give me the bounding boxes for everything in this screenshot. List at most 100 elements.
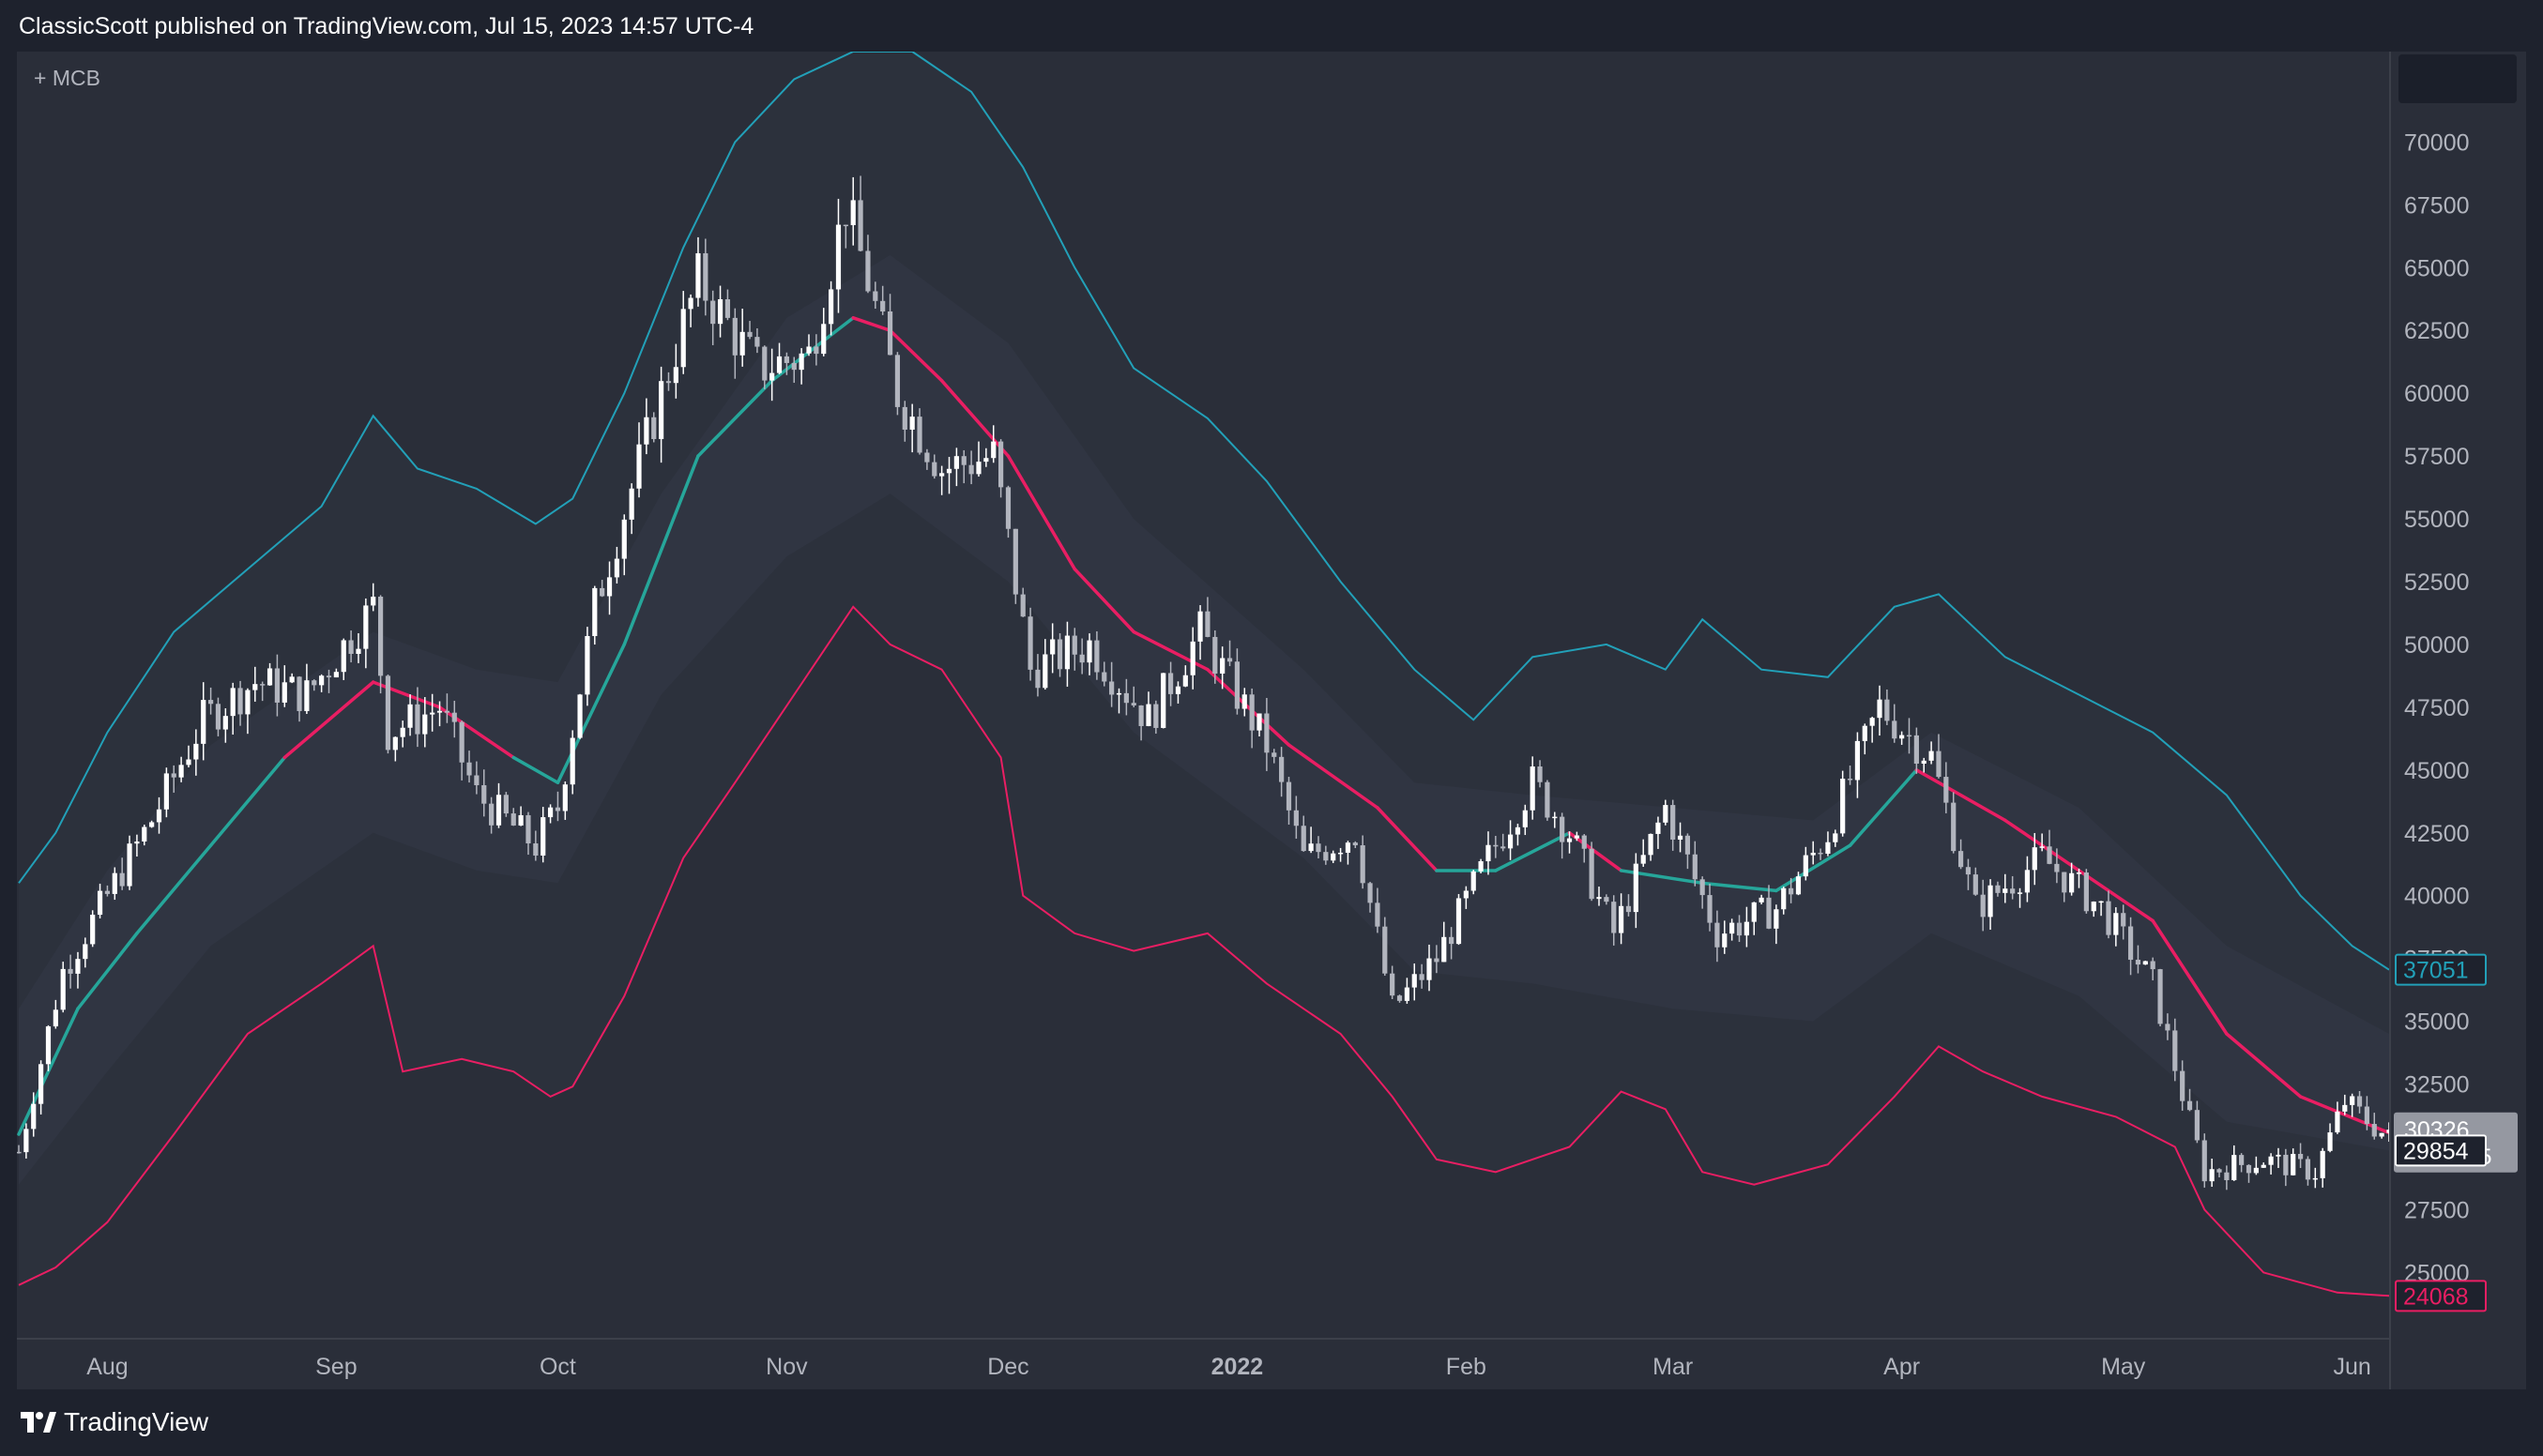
candle-body xyxy=(1404,987,1410,1001)
candle-body xyxy=(282,682,287,703)
candle-body xyxy=(850,200,856,225)
candle-body xyxy=(1840,779,1846,834)
candle-body xyxy=(1264,713,1270,753)
candle-body xyxy=(1249,694,1255,731)
candle-body xyxy=(1596,897,1602,900)
moving-average-segment xyxy=(76,932,139,1010)
candle-body xyxy=(2268,1156,2274,1165)
moving-average-segment xyxy=(622,454,700,646)
candle-body xyxy=(577,694,583,738)
tradingview-brand[interactable]: TradingView xyxy=(19,1407,208,1437)
candle-body xyxy=(312,680,317,686)
candle-body xyxy=(806,346,812,354)
candle-body xyxy=(252,684,258,690)
candle-body xyxy=(961,456,967,465)
candle-body xyxy=(222,716,228,730)
candle-body xyxy=(1463,890,1469,899)
candle-body xyxy=(983,458,989,463)
candle-body xyxy=(1530,766,1535,811)
indicator-label-mcb[interactable]: + MCB xyxy=(34,66,100,90)
x-tick-label: Sep xyxy=(315,1354,357,1380)
candle-body xyxy=(481,784,487,804)
candle-body xyxy=(2024,870,2031,893)
candle-body xyxy=(1449,936,1454,945)
candle-body xyxy=(2054,863,2060,872)
y-tick-label: 42500 xyxy=(2404,821,2470,847)
candle-body xyxy=(1020,594,1026,617)
candle-body xyxy=(23,1129,29,1153)
candle-body xyxy=(392,736,398,751)
price-badge-value: 24068 xyxy=(2403,1283,2469,1310)
candle-body xyxy=(2157,969,2163,1024)
candle-body xyxy=(1434,958,1439,963)
candle-body xyxy=(1153,704,1159,728)
candle-body xyxy=(2047,846,2052,864)
plot-layer xyxy=(17,52,2389,1297)
moving-average-segment xyxy=(1700,881,1778,893)
candle-body xyxy=(1648,833,1653,856)
candle-body xyxy=(547,807,554,818)
candle-body xyxy=(171,773,176,778)
candle-body xyxy=(1722,933,1728,948)
candle-body xyxy=(112,872,117,894)
candle-body xyxy=(894,355,901,407)
candle-body xyxy=(97,890,103,916)
candle-body xyxy=(1234,661,1241,709)
upper-band-line xyxy=(18,52,2389,971)
candle-body xyxy=(2364,1106,2369,1125)
candle-body xyxy=(2320,1150,2325,1178)
candle-body xyxy=(260,684,266,686)
candle-body xyxy=(1581,835,1587,849)
candle-body xyxy=(1604,897,1609,902)
candle-body xyxy=(695,252,701,298)
y-tick-label: 47500 xyxy=(2404,695,2470,721)
candle-body xyxy=(1286,781,1292,811)
candle-body xyxy=(1943,777,1949,803)
candle-body xyxy=(1396,995,1403,1001)
candle-body xyxy=(1352,842,1358,846)
candle-body xyxy=(436,710,443,713)
candle-body xyxy=(1256,713,1262,731)
candle-body xyxy=(1862,725,1867,741)
candle-body xyxy=(1625,905,1632,913)
candle-body xyxy=(1869,718,1875,726)
candle-body xyxy=(2017,892,2023,894)
y-tick-label: 65000 xyxy=(2404,255,2470,281)
candle-body xyxy=(489,803,495,826)
y-tick-label: 57500 xyxy=(2404,444,2470,470)
candle-body xyxy=(1987,885,1993,918)
candle-body xyxy=(909,417,915,430)
x-tick-label: Dec xyxy=(987,1354,1028,1380)
candle-body xyxy=(503,795,509,814)
moving-average-segment xyxy=(1494,831,1572,872)
candle-body xyxy=(621,519,627,559)
candle-body xyxy=(341,640,346,673)
candle-body xyxy=(533,842,539,856)
candle-body xyxy=(1028,616,1033,670)
candle-body xyxy=(606,577,613,597)
candle-body xyxy=(1308,843,1314,852)
candle-body xyxy=(1936,751,1942,778)
inner-band-fill xyxy=(19,254,2389,1185)
candle-body xyxy=(186,759,191,766)
candle-body xyxy=(1515,827,1521,835)
candle-body xyxy=(430,712,435,715)
candle-body xyxy=(1774,909,1779,929)
candle-body xyxy=(2069,872,2075,893)
candle-body xyxy=(1699,879,1705,896)
candle-body xyxy=(1847,779,1853,781)
candle-body xyxy=(2276,1154,2281,1157)
candle-body xyxy=(968,464,974,475)
candle-body xyxy=(156,809,162,823)
candle-body xyxy=(1057,639,1063,670)
candle-body xyxy=(407,704,413,728)
candle-body xyxy=(444,710,450,713)
candle-body xyxy=(1161,673,1166,728)
candle-body xyxy=(541,817,546,856)
candle-body xyxy=(1507,834,1514,849)
candle-body xyxy=(1109,681,1115,695)
candle-body xyxy=(2098,901,2104,903)
candle-body xyxy=(1906,735,1912,737)
brand-name: TradingView xyxy=(64,1407,209,1436)
